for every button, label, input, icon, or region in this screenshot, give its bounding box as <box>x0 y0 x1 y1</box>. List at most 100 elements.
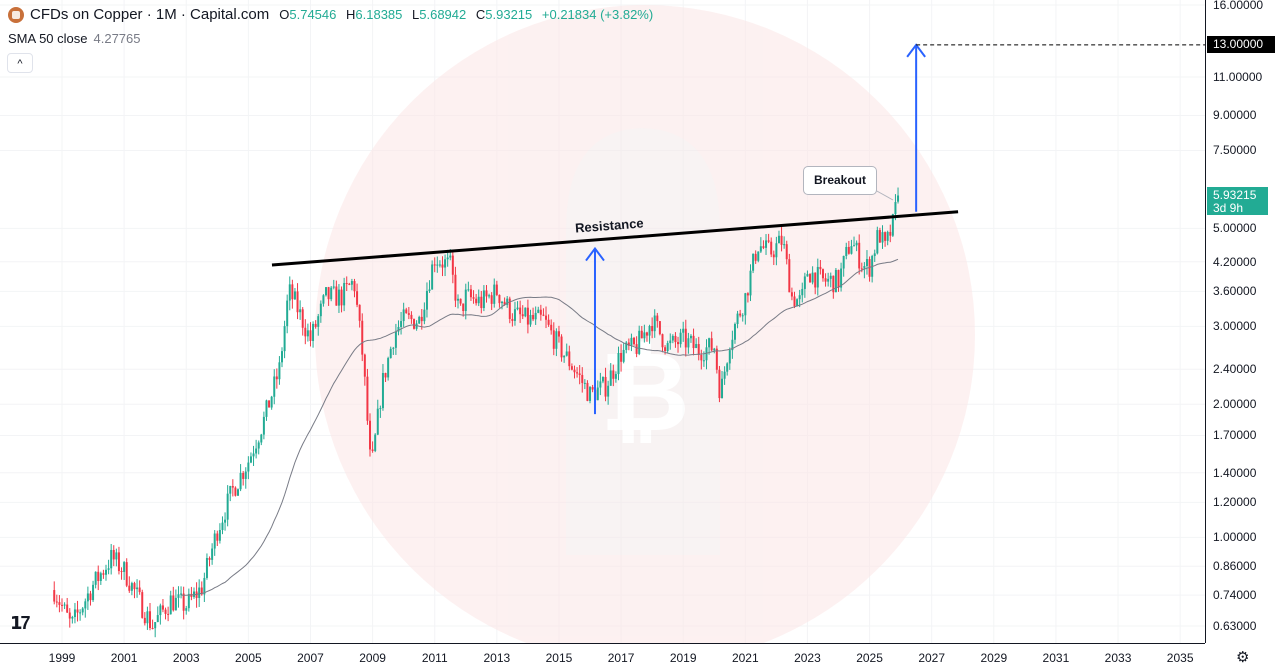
candle <box>511 313 514 327</box>
candle-body <box>555 331 558 349</box>
candle <box>428 280 431 293</box>
candle-body <box>420 316 423 322</box>
candle <box>213 530 216 556</box>
candle-body <box>837 269 840 288</box>
candle <box>306 323 309 342</box>
candle <box>643 324 646 343</box>
candle <box>583 379 586 390</box>
candle-body <box>801 288 804 296</box>
candle <box>845 242 848 260</box>
symbol-title[interactable]: CFDs on Copper · 1M · Capital.com <box>30 6 270 23</box>
candle <box>304 319 307 345</box>
time-tick: 2013 <box>483 651 511 665</box>
time-tick: 2011 <box>421 651 448 665</box>
candle-body <box>821 269 824 279</box>
candle <box>809 273 812 283</box>
candle-body <box>379 408 382 410</box>
candle <box>84 598 87 618</box>
settings-icon[interactable]: ⚙ <box>1236 649 1250 666</box>
watermark-bullet-icon <box>566 128 720 555</box>
candle-body <box>205 558 208 578</box>
candle-body <box>268 400 271 408</box>
candle-body <box>92 584 95 601</box>
candle <box>130 581 133 596</box>
candle <box>270 395 273 410</box>
candle-body <box>609 370 612 386</box>
candle <box>607 380 610 405</box>
time-tick: 2001 <box>110 651 138 665</box>
time-tick: 2007 <box>297 651 324 665</box>
candle-body <box>177 594 180 598</box>
candle-body <box>684 328 687 348</box>
candle <box>604 367 607 402</box>
candle-body <box>278 362 281 380</box>
candle <box>353 278 356 298</box>
candle-body <box>550 324 553 331</box>
time-axis[interactable] <box>0 643 1205 671</box>
candle <box>299 300 302 320</box>
candle-body <box>281 351 284 363</box>
candle-body <box>444 259 447 268</box>
candle-body <box>125 562 128 586</box>
time-tick: 2031 <box>1042 651 1070 665</box>
candle-body <box>886 231 889 241</box>
candle <box>319 300 322 323</box>
candle <box>656 312 659 328</box>
sma-legend[interactable]: SMA 50 close 4.27765 <box>8 31 141 46</box>
candle-body <box>107 568 110 570</box>
candle <box>332 279 335 290</box>
candle-body <box>247 462 250 472</box>
candle-body <box>71 617 74 619</box>
candle-body <box>164 609 167 614</box>
candle-body <box>796 299 799 307</box>
price-chart[interactable]: ₿ <box>0 0 1205 643</box>
candle-body <box>304 327 307 337</box>
resistance-line[interactable] <box>271 210 959 267</box>
candle-body <box>257 442 260 449</box>
candle <box>498 294 501 308</box>
candle-body <box>876 230 879 254</box>
candle-body <box>475 298 478 304</box>
candle <box>568 345 571 371</box>
candle <box>475 293 478 306</box>
candle <box>816 258 819 296</box>
candle-body <box>814 272 817 288</box>
candle-body <box>537 309 540 313</box>
candle-body <box>76 609 79 613</box>
candle <box>376 399 379 436</box>
price-tick: 1.00000 <box>1213 530 1257 545</box>
time-tick: 2033 <box>1104 651 1132 665</box>
candle <box>237 488 240 496</box>
breakout-callout[interactable]: Breakout <box>803 166 877 195</box>
candle-body <box>123 562 126 572</box>
candle-body <box>438 264 441 266</box>
candle-body <box>136 587 139 590</box>
price-axis[interactable] <box>1205 0 1280 643</box>
candle-body <box>498 294 501 304</box>
candle-body <box>643 332 646 339</box>
candle-body <box>436 264 439 266</box>
candle-body <box>547 319 550 325</box>
candle <box>832 275 835 299</box>
candle <box>850 239 853 255</box>
candle <box>513 301 516 326</box>
watermark: ₿ <box>315 5 975 643</box>
tradingview-logo-icon[interactable]: 𝟭7 <box>10 613 30 633</box>
candle-body <box>865 259 868 267</box>
candle <box>389 346 392 359</box>
candle <box>614 371 617 383</box>
candle <box>521 305 524 320</box>
candle-body <box>565 351 568 356</box>
candle-body <box>252 453 255 457</box>
collapse-legend-button[interactable]: ^ <box>7 53 33 73</box>
candle <box>689 334 692 343</box>
time-tick: 2029 <box>980 651 1008 665</box>
candle <box>542 308 545 317</box>
candle <box>257 440 260 455</box>
candle-body <box>599 381 602 388</box>
candle-body <box>767 240 770 242</box>
candle <box>529 309 532 327</box>
open-label: O <box>279 7 290 22</box>
candle-body <box>495 284 498 295</box>
candle-body <box>130 583 133 591</box>
